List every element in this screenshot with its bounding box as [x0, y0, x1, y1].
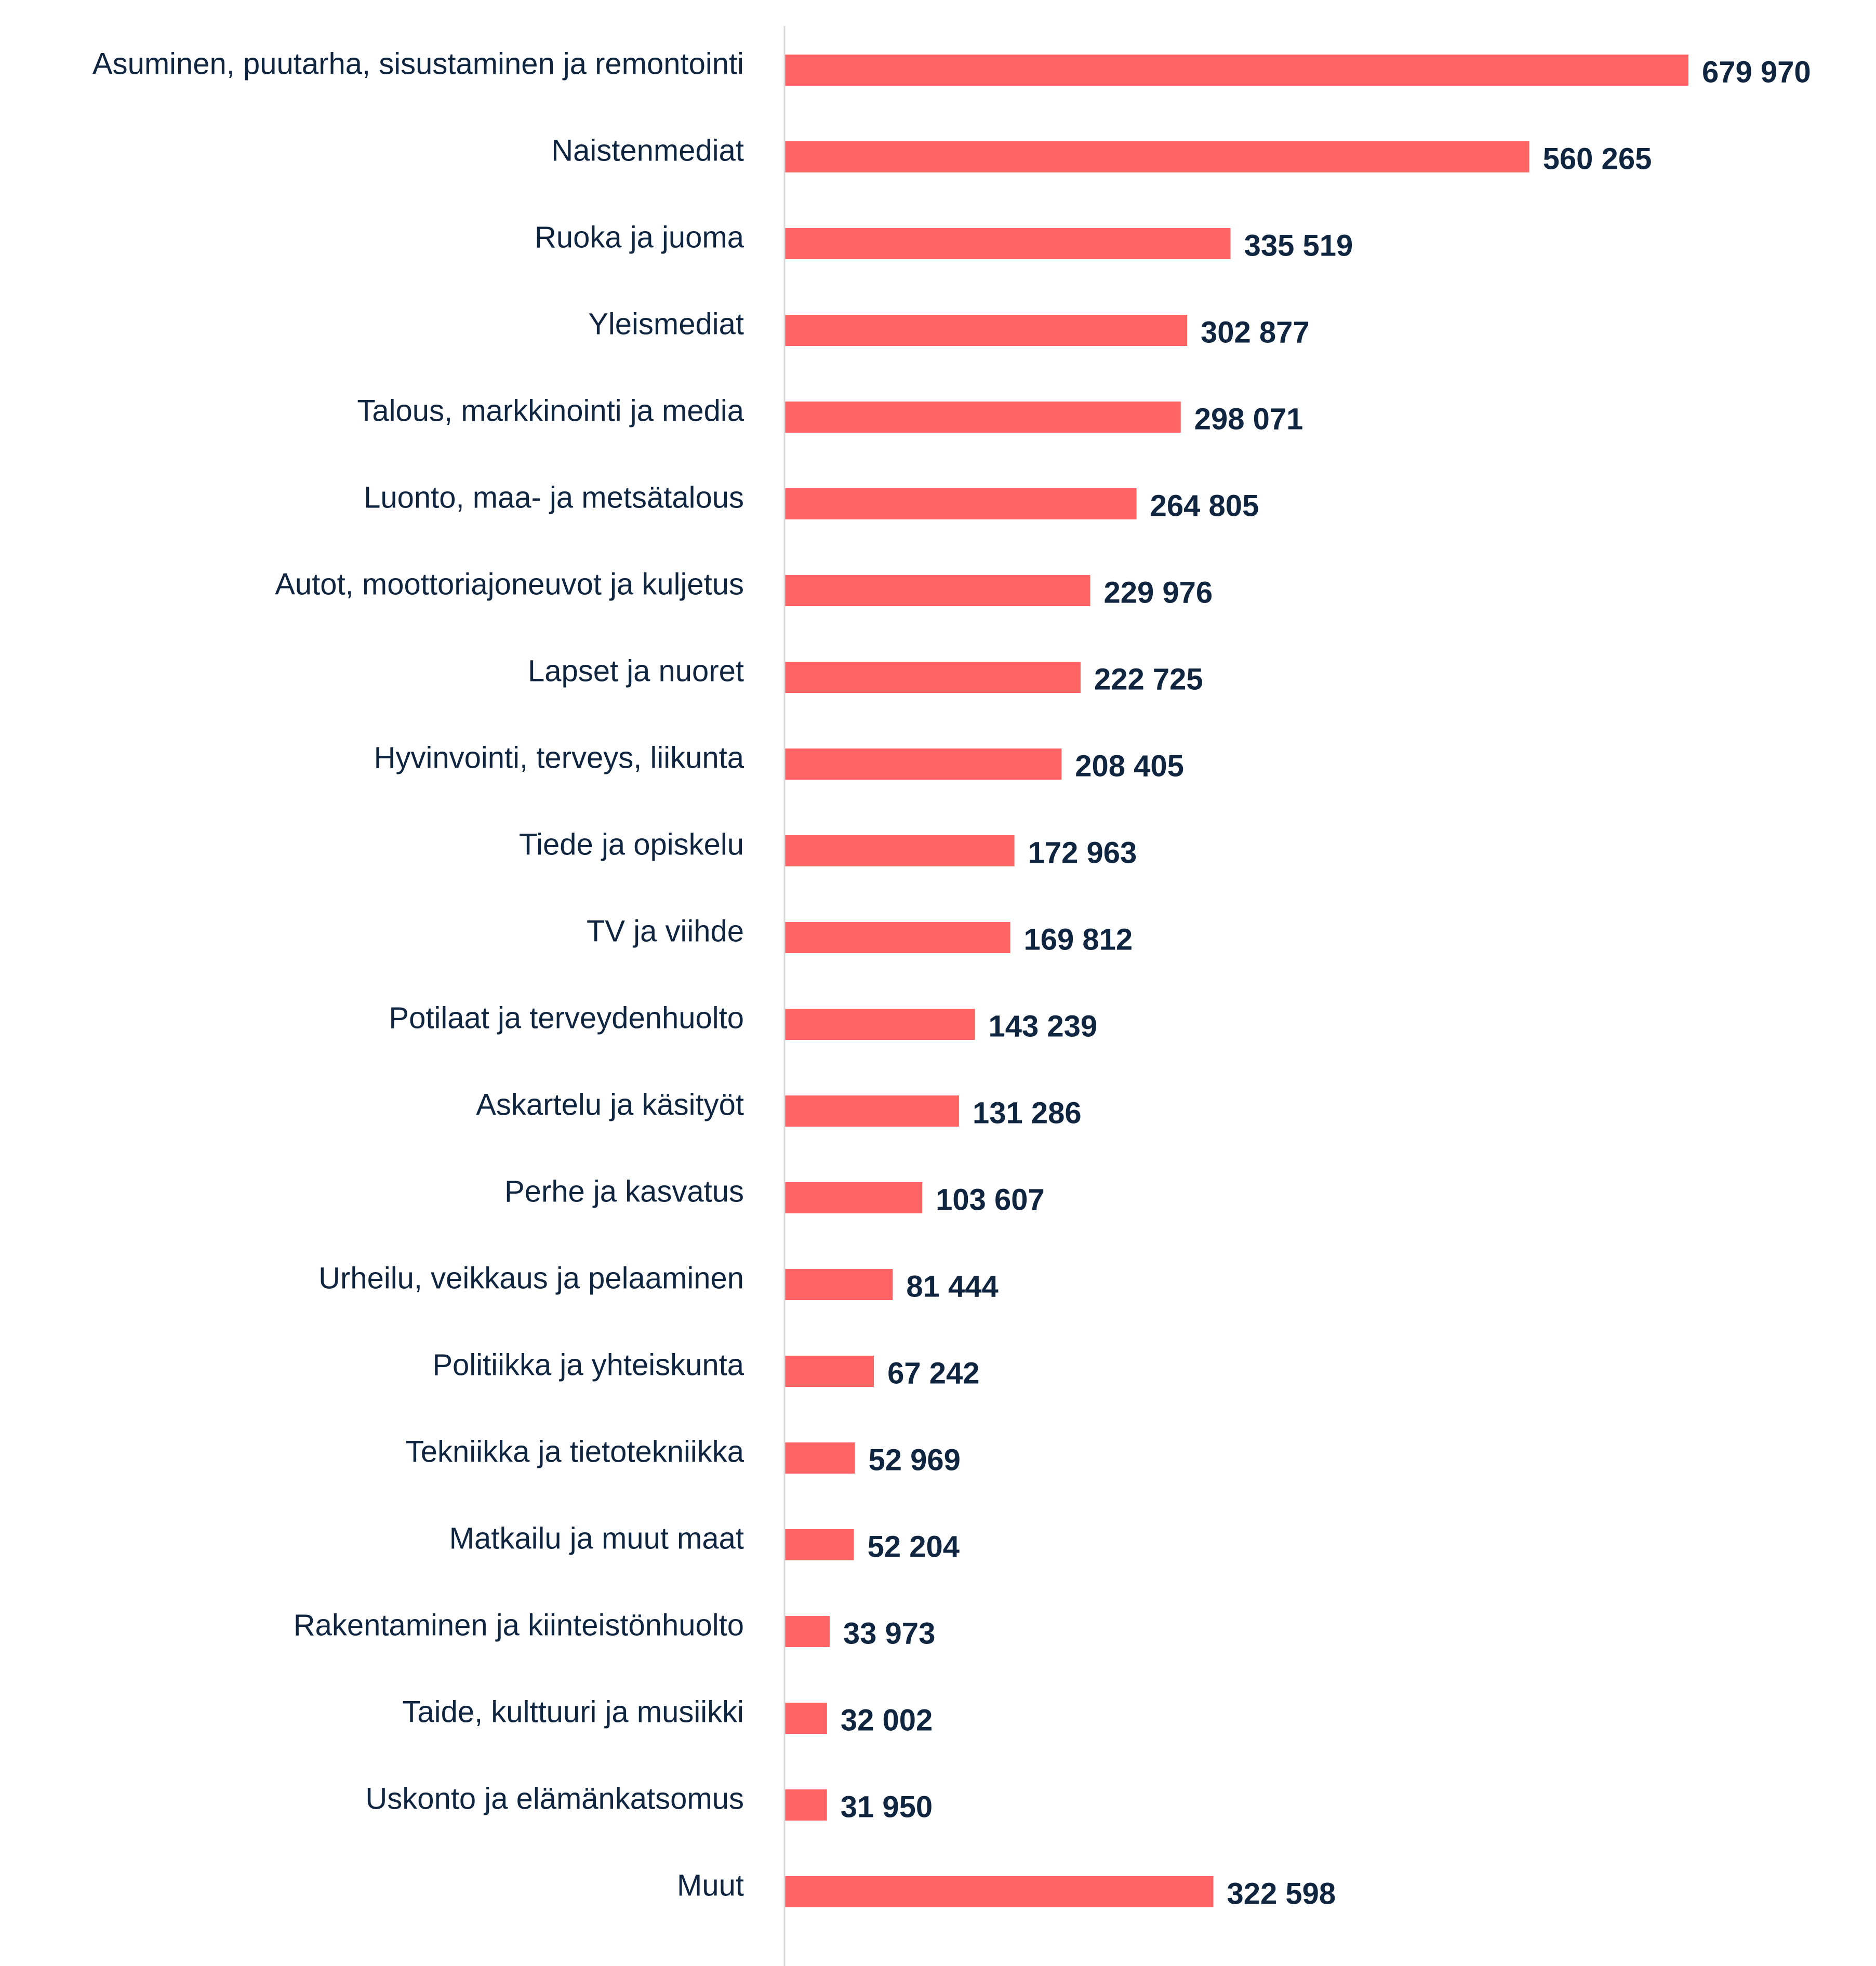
bar — [784, 575, 1090, 606]
bar — [784, 1095, 959, 1127]
category-label: TV ja viihde — [587, 914, 744, 948]
value-label: 52 204 — [868, 1530, 960, 1563]
bar — [784, 315, 1188, 346]
category-label: Urheilu, veikkaus ja pelaaminen — [318, 1261, 744, 1295]
value-label: 302 877 — [1201, 315, 1310, 349]
value-label: 335 519 — [1244, 229, 1353, 262]
value-label: 172 963 — [1028, 836, 1137, 870]
category-label: Hyvinvointi, terveys, liikunta — [374, 741, 744, 774]
bar — [784, 1269, 893, 1300]
value-label: 33 973 — [843, 1616, 935, 1650]
bar — [784, 141, 1529, 172]
category-label: Lapset ja nuoret — [528, 654, 744, 688]
bars-layer — [784, 55, 1688, 1907]
bar — [784, 488, 1137, 519]
bar — [784, 1703, 827, 1734]
value-label: 81 444 — [906, 1269, 998, 1303]
value-labels: 679 970 560 265 335 519 302 877 298 071 264 8… — [841, 55, 1811, 1910]
bar — [784, 402, 1181, 433]
category-label: Perhe ja kasvatus — [504, 1174, 744, 1208]
value-label: 67 242 — [887, 1356, 979, 1390]
value-label: 208 405 — [1075, 749, 1184, 783]
bar — [784, 662, 1081, 693]
category-label: Tekniikka ja tietotekniikka — [406, 1435, 744, 1468]
bar — [784, 835, 1015, 866]
category-label: Uskonto ja elämänkatsomus — [365, 1782, 744, 1815]
value-label: 31 950 — [841, 1790, 933, 1824]
bar — [784, 1876, 1214, 1907]
category-labels: Asuminen, puutarha, sisustaminen ja remo… — [92, 47, 744, 1902]
bar — [784, 228, 1231, 259]
category-label: Talous, markkinointi ja media — [357, 394, 744, 427]
bar — [784, 1182, 923, 1213]
value-label: 560 265 — [1543, 142, 1652, 176]
category-label: Askartelu ja käsityöt — [476, 1088, 744, 1121]
bar — [784, 1356, 874, 1387]
value-label: 103 607 — [936, 1183, 1045, 1216]
category-label: Asuminen, puutarha, sisustaminen ja remo… — [92, 47, 744, 81]
category-label: Autot, moottoriajoneuvot ja kuljetus — [275, 567, 744, 601]
bar — [784, 1442, 855, 1474]
value-label: 32 002 — [841, 1703, 933, 1737]
value-label: 222 725 — [1094, 662, 1203, 696]
value-label: 298 071 — [1194, 402, 1303, 436]
bar — [784, 1789, 827, 1821]
bar — [784, 1616, 830, 1647]
category-label: Ruoka ja juoma — [535, 220, 744, 254]
value-label: 131 286 — [973, 1096, 1082, 1130]
category-label: Politiikka ja yhteiskunta — [432, 1348, 744, 1382]
category-label: Taide, kulttuuri ja musiikki — [402, 1695, 744, 1729]
category-label: Matkailu ja muut maat — [449, 1521, 744, 1555]
bar — [784, 922, 1010, 953]
category-label: Potilaat ja terveydenhuolto — [389, 1001, 744, 1035]
bar — [784, 1009, 975, 1040]
value-label: 52 969 — [869, 1443, 961, 1477]
category-label: Muut — [677, 1868, 744, 1902]
bar — [784, 748, 1062, 780]
value-label: 264 805 — [1150, 489, 1259, 523]
category-label: Rakentaminen ja kiinteistönhuolto — [294, 1608, 744, 1642]
bar — [784, 1529, 854, 1560]
value-label: 679 970 — [1702, 55, 1811, 89]
value-label: 143 239 — [989, 1009, 1098, 1043]
value-label: 169 812 — [1024, 922, 1133, 956]
category-label: Luonto, maa- ja metsätalous — [364, 480, 744, 514]
value-label: 229 976 — [1103, 576, 1213, 609]
category-label: Yleismediat — [588, 307, 744, 341]
bar — [784, 55, 1688, 86]
value-label: 322 598 — [1227, 1877, 1336, 1910]
category-label: Tiede ja opiskelu — [519, 827, 744, 861]
category-label: Naistenmediat — [551, 133, 744, 167]
